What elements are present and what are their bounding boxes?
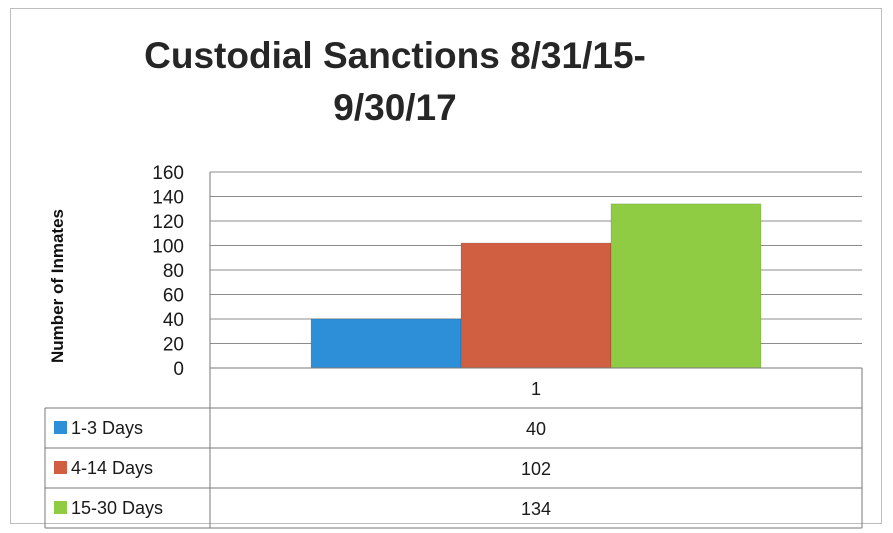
y-tick-label-7: 140 <box>152 188 184 209</box>
data-table-value-1: 40 <box>526 419 546 439</box>
y-tick-label-6: 120 <box>152 212 184 233</box>
bar-1 <box>310 318 462 369</box>
y-tick-label-2: 40 <box>163 310 184 331</box>
legend-swatch-1 <box>54 421 67 434</box>
y-tick-label-8: 160 <box>152 163 184 184</box>
bar-2 <box>460 242 612 369</box>
y-tick-label-0: 0 <box>173 359 184 380</box>
chart-title-line2: 9/30/17 <box>333 87 457 128</box>
y-tick-label-4: 80 <box>163 261 184 282</box>
data-table-value-3: 134 <box>521 499 551 519</box>
legend-label-3: 15-30 Days <box>71 498 163 518</box>
y-tick-label-3: 60 <box>163 286 184 307</box>
legend-swatch-3 <box>54 501 67 514</box>
chart-title: Custodial Sanctions 8/31/15- 9/30/17 <box>95 30 695 134</box>
legend-label-2: 4-14 Days <box>71 458 153 478</box>
legend-label-1: 1-3 Days <box>71 418 143 438</box>
y-tick-label-5: 100 <box>152 237 184 258</box>
x-category-label: 1 <box>531 379 541 399</box>
bar-3 <box>610 203 762 369</box>
legend-swatch-2 <box>54 461 67 474</box>
y-tick-label-1: 20 <box>163 335 184 356</box>
chart-title-line1: Custodial Sanctions 8/31/15- <box>144 35 646 76</box>
data-table-value-2: 102 <box>521 459 551 479</box>
